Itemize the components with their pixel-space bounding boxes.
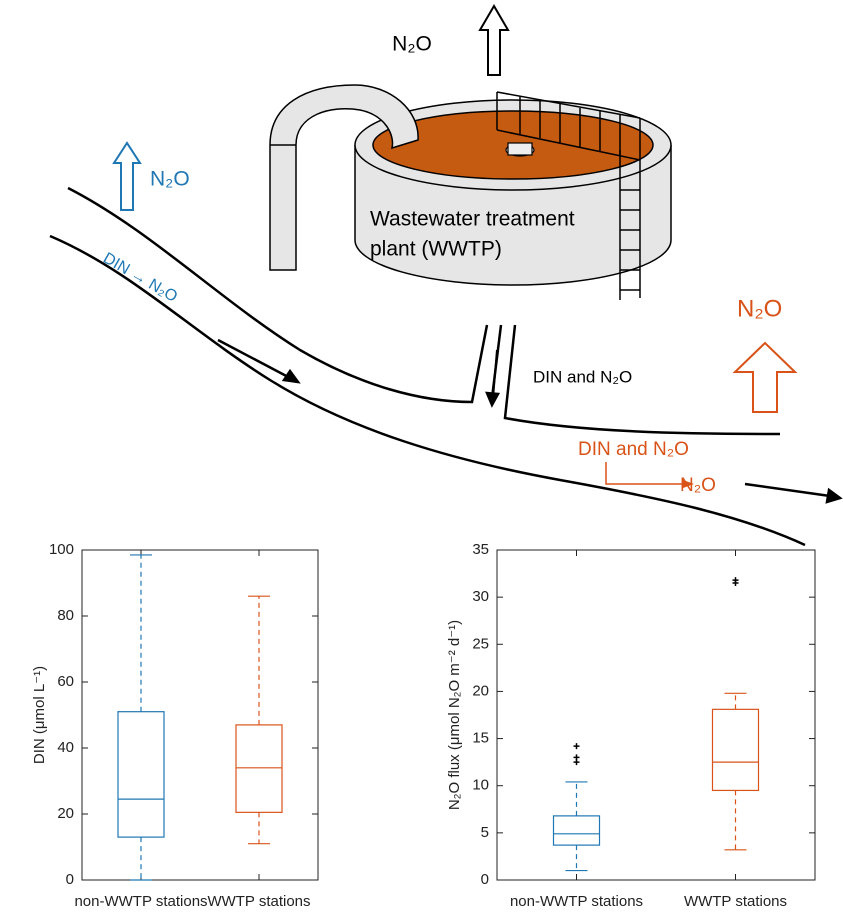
- y-tick-label: 80: [57, 607, 74, 624]
- ladder: [619, 150, 641, 300]
- arrowhead: [485, 391, 501, 408]
- box: [552, 815, 601, 846]
- river-bank: [503, 324, 781, 436]
- x-tick-label: non-WWTP stations: [74, 893, 207, 910]
- y-tick-label: 30: [472, 588, 489, 605]
- river-bank: [49, 234, 806, 547]
- x-tick-label: WWTP stations: [684, 893, 787, 910]
- tank-center: [507, 142, 533, 156]
- y-tick-label: 5: [481, 824, 489, 841]
- flow-arrow: [492, 349, 498, 399]
- arrowhead: [825, 487, 843, 504]
- axes-frame: [496, 549, 816, 881]
- label: N₂O: [680, 475, 716, 496]
- y-tick-label: 15: [472, 730, 489, 747]
- box: [711, 708, 760, 792]
- label: Wastewater treatment: [370, 208, 575, 231]
- flow-arrow: [744, 482, 831, 498]
- y-tick-label: 40: [57, 739, 74, 756]
- emission-arrow: [732, 341, 798, 413]
- label: N₂O: [392, 33, 432, 56]
- label: DIN → N₂O: [100, 250, 180, 306]
- box: [117, 711, 165, 838]
- y-tick-label: 60: [57, 673, 74, 690]
- axes-frame: [81, 549, 319, 881]
- y-tick-label: 10: [472, 777, 489, 794]
- pipe: [269, 84, 419, 271]
- y-tick-label: 20: [57, 805, 74, 822]
- arrowhead: [683, 480, 694, 488]
- y-tick-label: 0: [481, 871, 489, 888]
- y-tick-label: 0: [66, 871, 74, 888]
- x-tick-label: non-WWTP stations: [510, 893, 643, 910]
- outlier: [573, 754, 580, 761]
- outlier: [732, 577, 739, 584]
- label: DIN and N₂O: [533, 367, 632, 386]
- river-bank: [67, 186, 489, 404]
- flow-arrow: [217, 338, 293, 381]
- y-axis-label: N₂O flux (μmol N₂O m⁻² d⁻¹): [446, 620, 463, 810]
- y-tick-label: 100: [49, 541, 74, 558]
- emission-arrow: [478, 4, 510, 76]
- y-tick-label: 35: [472, 541, 489, 558]
- box: [235, 724, 283, 813]
- label: DIN and N₂O: [578, 439, 689, 460]
- arrowhead: [281, 368, 301, 384]
- diagram: [49, 4, 843, 547]
- y-axis-label: DIN (μmol L⁻¹): [31, 666, 48, 764]
- label: N₂O: [737, 295, 782, 322]
- label: plant (WWTP): [370, 238, 502, 261]
- conversion-arrow: [605, 462, 686, 485]
- emission-arrow: [112, 141, 142, 211]
- bridge: [496, 91, 641, 161]
- y-tick-label: 25: [472, 635, 489, 652]
- outlier: [573, 743, 580, 750]
- x-tick-label: WWTP stations: [207, 893, 310, 910]
- y-tick-label: 20: [472, 682, 489, 699]
- label: N₂O: [150, 168, 190, 191]
